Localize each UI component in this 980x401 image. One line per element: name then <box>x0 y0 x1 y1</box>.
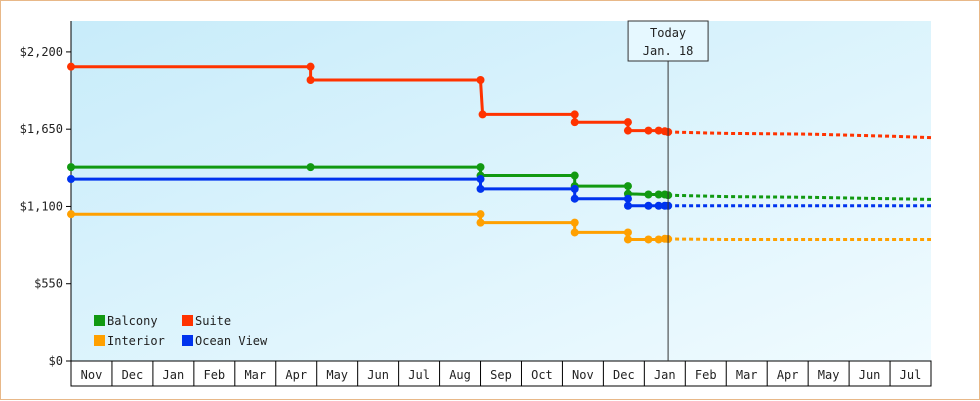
data-point-interior <box>623 228 632 237</box>
x-tick-label: Feb <box>203 368 225 382</box>
data-point-interior <box>570 228 579 237</box>
data-point-ocean-view <box>644 201 653 210</box>
x-tick-label: Aug <box>449 368 471 382</box>
x-axis-band <box>70 360 932 387</box>
legend-label-suite: Suite <box>195 314 231 328</box>
data-point-ocean-view <box>570 194 579 203</box>
x-tick-label: Dec <box>613 368 635 382</box>
x-tick-label: Apr <box>285 368 307 382</box>
data-point-ocean-view <box>623 201 632 210</box>
data-point-interior <box>644 235 653 244</box>
data-point-suite <box>478 110 487 119</box>
x-tick-label: Jul <box>900 368 922 382</box>
data-point-suite <box>623 126 632 135</box>
data-point-ocean-view <box>67 175 75 184</box>
x-tick-label: Feb <box>695 368 717 382</box>
legend-label-interior: Interior <box>107 334 165 348</box>
legend-swatch-ocean-view <box>182 335 193 346</box>
x-tick-label: Jan <box>654 368 676 382</box>
x-tick-label: Jun <box>859 368 881 382</box>
data-point-interior <box>476 218 485 227</box>
data-point-balcony <box>644 190 653 199</box>
legend-label-ocean-view: Ocean View <box>195 334 268 348</box>
x-tick-label: Apr <box>777 368 799 382</box>
legend-label-balcony: Balcony <box>107 314 158 328</box>
today-date: Jan. 18 <box>643 44 694 58</box>
today-box <box>627 20 709 62</box>
y-tick-label: $550 <box>34 277 63 291</box>
data-point-interior <box>654 235 663 244</box>
data-point-ocean-view <box>623 194 632 203</box>
data-point-suite <box>654 126 663 135</box>
y-tick-label: $2,200 <box>20 45 63 59</box>
y-tick-label: $1,100 <box>20 199 63 213</box>
plot-area <box>71 21 931 361</box>
x-tick-label: Mar <box>244 368 266 382</box>
data-point-balcony <box>654 190 663 199</box>
y-tick-label: $0 <box>49 354 63 368</box>
x-tick-label: Jul <box>408 368 430 382</box>
x-tick-label: Jan <box>163 368 185 382</box>
data-point-ocean-view <box>476 175 485 184</box>
data-point-suite <box>570 118 579 127</box>
x-tick-label: Dec <box>122 368 144 382</box>
data-point-suite <box>476 76 485 85</box>
data-point-interior <box>476 210 485 219</box>
legend-swatch-balcony <box>94 315 105 326</box>
data-point-interior <box>570 218 579 227</box>
data-point-balcony <box>306 163 315 172</box>
forecast-line-balcony <box>668 193 932 201</box>
data-point-ocean-view <box>570 184 579 193</box>
x-tick-label: Sep <box>490 368 512 382</box>
data-point-ocean-view <box>476 184 485 193</box>
data-point-suite <box>67 62 75 71</box>
today-label: Today <box>650 26 686 40</box>
x-tick-label: Oct <box>531 368 553 382</box>
data-point-suite <box>644 126 653 135</box>
x-tick-label: Nov <box>572 368 594 382</box>
data-point-interior <box>67 210 75 219</box>
x-tick-label: Mar <box>736 368 758 382</box>
x-tick-label: Nov <box>81 368 103 382</box>
data-point-suite <box>623 118 632 127</box>
data-point-balcony <box>623 182 632 191</box>
data-point-interior <box>623 235 632 244</box>
data-point-suite <box>306 76 315 85</box>
y-tick-label: $1,650 <box>20 122 63 136</box>
data-point-balcony <box>67 163 75 172</box>
legend-swatch-suite <box>182 315 193 326</box>
data-point-suite <box>306 62 315 71</box>
x-tick-label: May <box>326 368 348 382</box>
data-point-balcony <box>570 171 579 180</box>
x-tick-label: May <box>818 368 840 382</box>
data-point-suite <box>570 110 579 119</box>
legend-swatch-interior <box>94 335 105 346</box>
forecast-line-suite <box>668 130 932 140</box>
data-point-ocean-view <box>654 201 663 210</box>
forecast-line-interior <box>668 237 931 241</box>
x-tick-label: Jun <box>367 368 389 382</box>
data-point-balcony <box>476 163 485 172</box>
